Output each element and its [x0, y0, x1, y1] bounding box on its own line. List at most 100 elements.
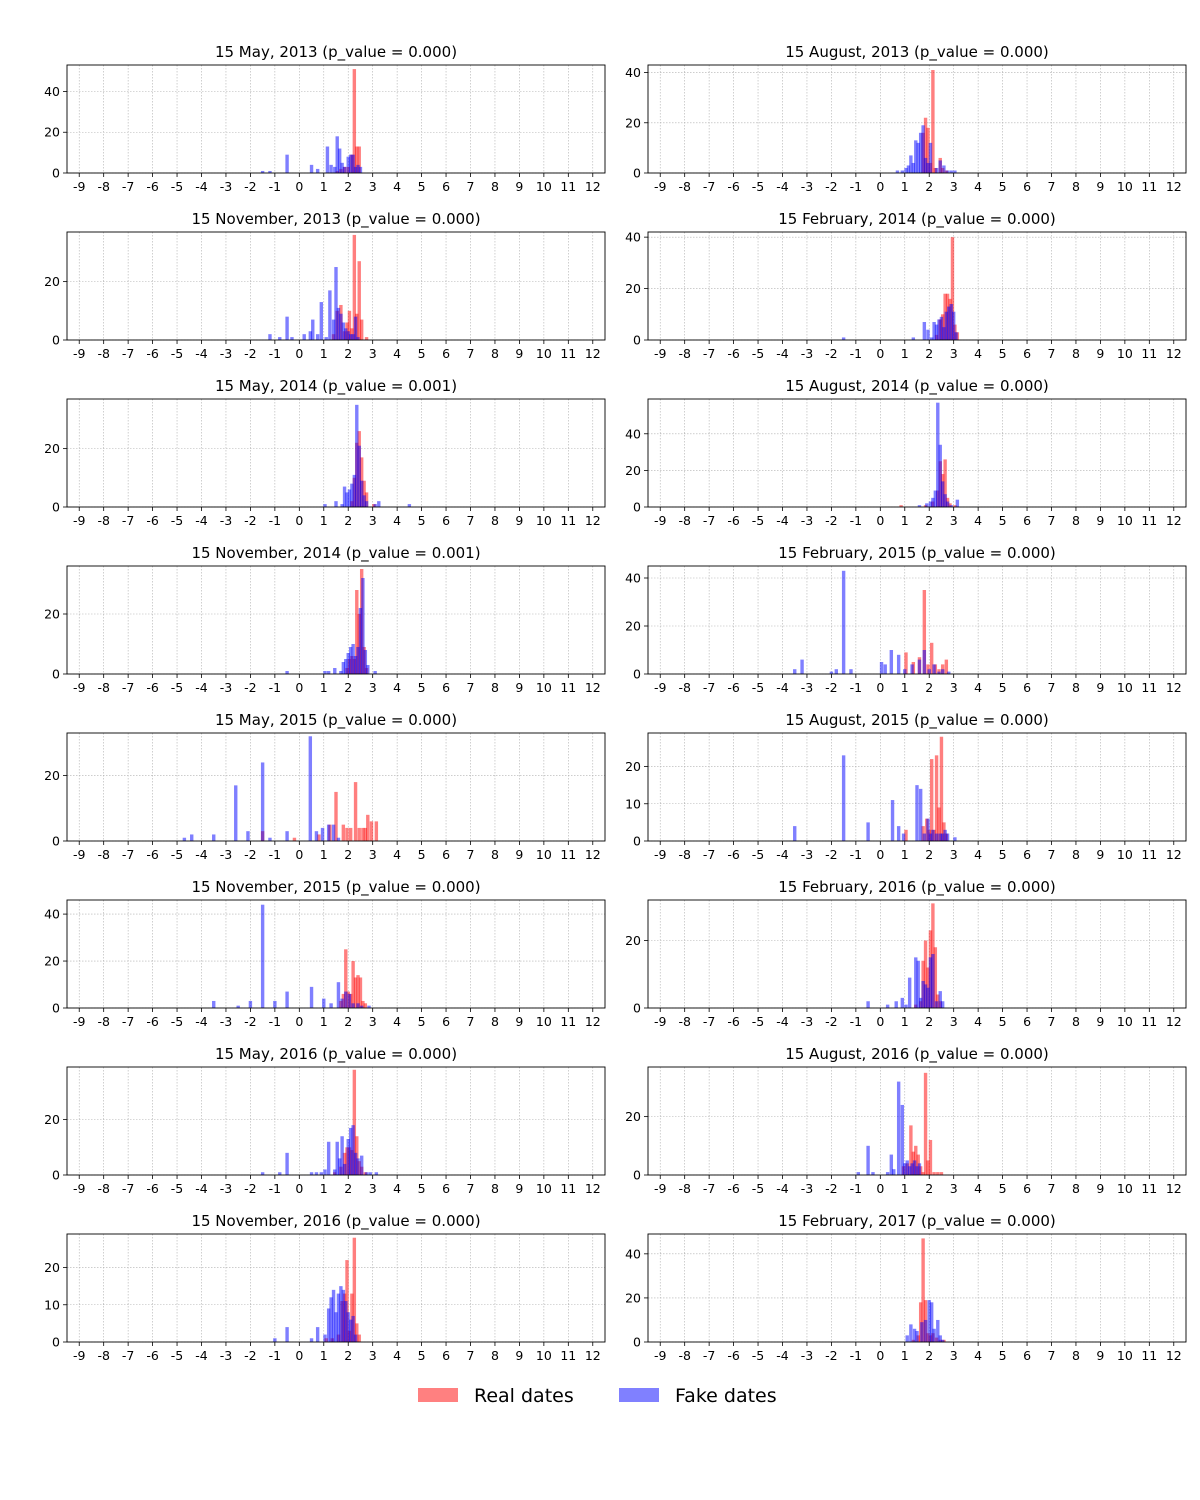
bar-fake	[364, 501, 369, 507]
bar-fake	[904, 1004, 908, 1008]
bar-fake	[278, 1172, 282, 1175]
bar-fake	[938, 1335, 942, 1342]
bar-fake	[236, 1005, 240, 1008]
bar-fake	[896, 654, 901, 674]
x-tick-label: -4	[776, 847, 789, 862]
bar-fake	[929, 337, 934, 340]
bar-fake	[340, 162, 344, 173]
bar-fake	[896, 826, 901, 841]
x-tick-label: 2	[344, 1348, 352, 1363]
x-tick-label: -9	[654, 179, 667, 194]
x-tick-label: 9	[1096, 513, 1104, 528]
x-tick-label: -2	[244, 847, 256, 862]
y-tick-label: 0	[633, 1168, 641, 1183]
bar-fake	[920, 1322, 924, 1342]
bar-fake	[351, 334, 355, 340]
bar-real	[937, 807, 941, 841]
bar-real	[904, 829, 908, 841]
x-tick-label: -4	[776, 1348, 789, 1363]
bar-real	[344, 949, 348, 1008]
x-tick-label: -2	[825, 1348, 837, 1363]
bar-fake	[953, 170, 957, 173]
bar-real	[944, 659, 949, 674]
bar-fake	[340, 998, 344, 1008]
bar-fake	[353, 166, 358, 173]
x-tick-label: 7	[1048, 346, 1056, 361]
x-tick-label: -5	[171, 346, 183, 361]
x-tick-label: 5	[418, 179, 426, 194]
bar-fake	[356, 337, 360, 340]
x-tick-label: 8	[491, 680, 499, 695]
bar-real	[934, 755, 939, 841]
x-tick-label: 1	[320, 680, 328, 695]
x-tick-label: 9	[515, 1181, 523, 1196]
x-tick-label: 8	[491, 513, 499, 528]
bar-fake	[937, 671, 941, 674]
bar-fake	[315, 1327, 320, 1342]
y-tick-label: 20	[625, 281, 641, 296]
bar-real	[345, 827, 349, 841]
x-tick-label: -7	[703, 346, 715, 361]
subplot-title: 15 May, 2015 (p_value = 0.000)	[215, 711, 457, 730]
bar-fake	[912, 1160, 917, 1175]
x-tick-label: 8	[1072, 1348, 1080, 1363]
bar-fake	[841, 570, 846, 674]
bar-fake	[907, 977, 912, 1008]
x-tick-label: 6	[1023, 847, 1031, 862]
x-tick-label: 4	[974, 513, 982, 528]
bar-fake	[302, 334, 306, 340]
bar-fake	[335, 1141, 339, 1175]
x-tick-label: -6	[146, 1014, 159, 1029]
bar-real	[929, 642, 934, 674]
x-tick-label: 0	[295, 179, 303, 194]
x-tick-label: 5	[418, 513, 426, 528]
x-tick-label: 0	[295, 346, 303, 361]
x-tick-label: -5	[171, 847, 183, 862]
x-tick-label: 7	[1048, 1014, 1056, 1029]
bar-fake	[904, 167, 908, 173]
x-tick-label: 6	[1023, 1181, 1031, 1196]
x-tick-label: 12	[585, 847, 601, 862]
x-tick-label: -7	[703, 847, 715, 862]
x-tick-label: -3	[220, 680, 232, 695]
x-tick-label: -9	[73, 1181, 86, 1196]
x-tick-label: -7	[703, 1014, 715, 1029]
bar-fake	[910, 1163, 914, 1175]
bar-fake	[234, 785, 238, 841]
bar-fake	[314, 1172, 319, 1175]
bar-real	[933, 947, 938, 1008]
x-tick-label: 7	[1048, 1348, 1056, 1363]
x-tick-label: -9	[73, 847, 86, 862]
y-tick-label: 0	[52, 166, 60, 181]
x-tick-label: 7	[467, 1348, 475, 1363]
x-tick-label: -4	[776, 513, 789, 528]
bar-fake	[923, 157, 928, 173]
x-tick-label: 2	[925, 1181, 933, 1196]
x-tick-label: 4	[974, 346, 982, 361]
bar-real	[921, 1172, 925, 1175]
bar-real	[355, 146, 359, 173]
x-tick-label: -2	[244, 513, 256, 528]
bar-fake	[926, 162, 930, 173]
bar-fake	[909, 1324, 913, 1342]
x-tick-label: -9	[73, 680, 86, 695]
bar-fake	[334, 1312, 338, 1342]
x-tick-label: -1	[269, 513, 281, 528]
bar-fake	[934, 1001, 939, 1008]
x-tick-label: -5	[171, 1348, 183, 1363]
bar-real	[317, 834, 321, 841]
bar-real	[904, 652, 908, 674]
bar-real	[348, 827, 353, 841]
bar-fake	[932, 322, 936, 340]
x-tick-label: 4	[974, 1181, 982, 1196]
bar-fake	[940, 1339, 945, 1342]
subplot-title: 15 February, 2014 (p_value = 0.000)	[778, 210, 1056, 229]
subplot-title: 15 May, 2016 (p_value = 0.000)	[215, 1045, 457, 1064]
x-tick-label: 9	[1096, 346, 1104, 361]
x-tick-label: 4	[974, 1348, 982, 1363]
bar-fake	[246, 831, 250, 841]
x-tick-label: 6	[1023, 179, 1031, 194]
bar-fake	[921, 981, 925, 1008]
x-tick-label: 3	[950, 513, 958, 528]
y-tick-label: 0	[633, 500, 641, 515]
